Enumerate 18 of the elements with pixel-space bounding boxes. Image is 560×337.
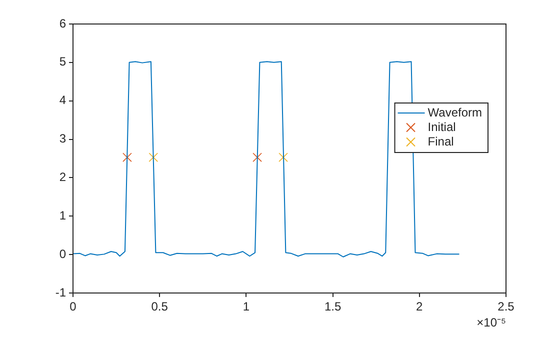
legend-label: Waveform [428,105,482,120]
text: ×10⁻⁵ [476,315,506,330]
x-tick-label: 2 [416,300,424,314]
y-tick-label: 4 [59,93,66,108]
y-tick-label: 3 [59,132,66,146]
x-tick-label: 1 [242,300,250,314]
x-tick-label: 1.5 [324,300,342,314]
y-tick-label: 1 [59,208,66,222]
legend-label: Final [428,134,454,148]
y-tick-label: 0 [59,246,66,261]
y-tick-label: -1 [55,285,66,300]
y-tick-label: 2 [59,170,66,184]
y-tick-label: 6 [59,16,66,30]
x-tick-label: 0.5 [151,300,168,314]
x-tick-label: 0 [70,300,77,314]
x-tick-label: 2.5 [498,300,515,314]
legend-label: Initial [428,120,456,134]
y-tick-label: 5 [59,54,66,69]
